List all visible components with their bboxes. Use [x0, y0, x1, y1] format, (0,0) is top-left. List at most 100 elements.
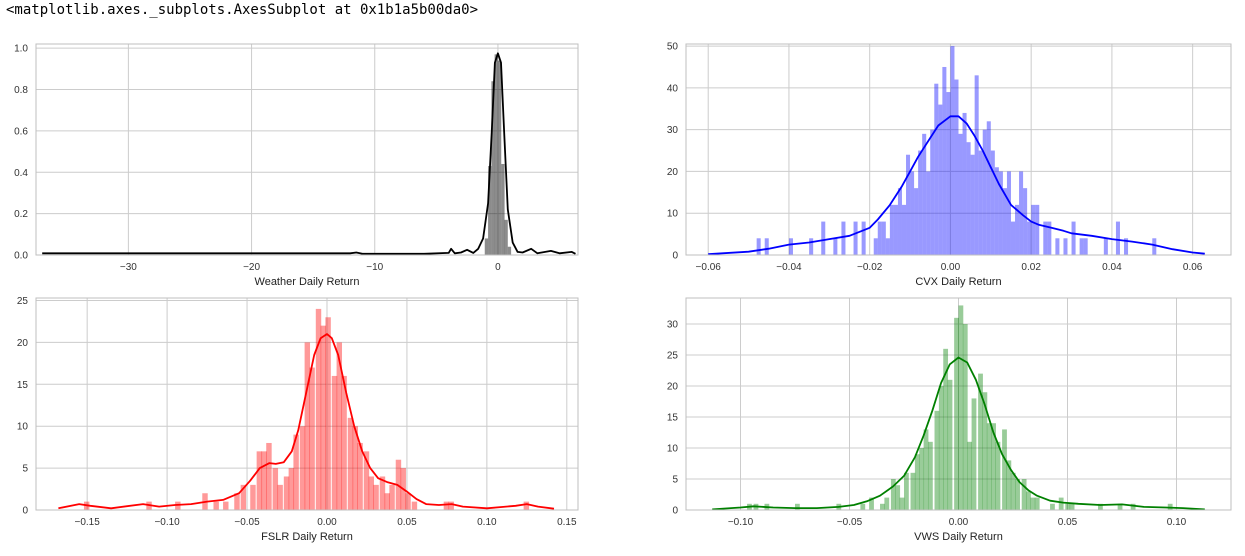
histogram-bar — [389, 484, 395, 510]
kde-line — [708, 115, 1205, 256]
histogram-bar — [918, 150, 923, 255]
y-tick-label: 30 — [667, 320, 679, 331]
x-tick-label: 0.02 — [1021, 262, 1041, 273]
x-tick-label: 0.05 — [1058, 517, 1078, 528]
histogram-bar — [893, 204, 898, 255]
histogram-bar — [861, 221, 866, 255]
histogram-bar — [1043, 221, 1048, 255]
y-tick-label: 0.2 — [14, 209, 28, 220]
histogram-bar — [1103, 238, 1108, 255]
histogram-bar — [853, 221, 858, 255]
histogram-bar — [304, 342, 311, 510]
histogram-bar — [901, 204, 907, 255]
y-tick-label: 10 — [667, 444, 679, 455]
histogram-bar — [250, 484, 256, 510]
histogram-bar — [213, 501, 219, 510]
cvx-returns-subplot: −0.06 −0.04 −0.02 0.00 0.02 0.04 0.06 0 10 20 30 40… — [667, 42, 1232, 288]
histogram-bar — [841, 221, 846, 255]
histogram-bar — [930, 129, 935, 255]
x-axis-label: Weather Daily Return — [255, 276, 360, 288]
histogram-bar — [1098, 503, 1103, 510]
histogram-bar — [1027, 221, 1032, 255]
x-tick-label: −0.02 — [857, 262, 883, 273]
histogram-bar — [336, 342, 343, 510]
histogram-bar — [934, 83, 939, 255]
histogram-bar — [320, 325, 327, 510]
histogram-bar — [288, 468, 295, 510]
x-tick-label: 0.00 — [949, 517, 969, 528]
histogram-bar — [1124, 238, 1129, 255]
histogram-bar — [1031, 204, 1036, 255]
histogram-bar — [1015, 479, 1020, 510]
x-tick-label: −0.10 — [728, 517, 754, 528]
histogram-bar — [1026, 491, 1031, 510]
kde-line — [712, 356, 1205, 511]
y-tick-label: 0 — [22, 506, 28, 517]
y-tick-label: 15 — [17, 380, 29, 391]
histogram-bar — [821, 221, 826, 255]
histogram-bar — [1065, 503, 1071, 510]
y-tick-label: 0.8 — [14, 85, 28, 96]
kde-line — [58, 333, 555, 510]
y-tick-label: 25 — [17, 296, 29, 307]
histogram-bar — [484, 238, 489, 255]
histogram-bar — [986, 121, 991, 255]
histogram-bar — [1023, 188, 1028, 255]
histogram-bar — [895, 485, 901, 510]
histogram-bar — [756, 238, 761, 255]
plot-area — [686, 44, 1231, 255]
histogram-bar — [523, 501, 530, 510]
histogram-bar — [1117, 503, 1123, 510]
y-tick-label: 50 — [667, 42, 679, 53]
y-tick-label: 0.6 — [14, 126, 28, 137]
histogram-bar — [904, 472, 909, 510]
histogram-bar — [491, 81, 495, 255]
histogram-bar — [504, 219, 508, 255]
histogram-bar — [788, 238, 793, 255]
histogram-bar — [926, 171, 931, 255]
histogram-bar — [234, 493, 240, 510]
histogram-bar — [1030, 497, 1036, 510]
y-tick-label: 0 — [672, 506, 678, 517]
histogram-bar — [998, 171, 1003, 255]
histogram-bar — [331, 375, 338, 510]
histogram-bar — [1015, 204, 1020, 255]
y-tick-label: 20 — [667, 167, 679, 178]
histogram-bar — [223, 501, 229, 510]
histogram-bar — [405, 493, 411, 510]
histogram-bar — [809, 238, 814, 255]
histogram-bar — [764, 238, 769, 255]
histogram-bar — [967, 441, 973, 510]
y-tick-label: 0.4 — [14, 168, 28, 179]
histogram-bar — [982, 129, 987, 255]
y-tick-label: 5 — [22, 464, 28, 475]
histogram-bar — [982, 392, 988, 510]
x-tick-label: 0.05 — [397, 517, 417, 528]
x-tick-label: 0.04 — [1102, 262, 1122, 273]
histogram-bar — [943, 348, 949, 510]
x-axis-label: CVX Daily Return — [915, 276, 1001, 288]
x-tick-label: −0.05 — [837, 517, 863, 528]
histogram-bar — [261, 451, 267, 510]
histogram-bar — [266, 442, 272, 510]
y-tick-label: 20 — [17, 338, 29, 349]
histogram-bar — [833, 238, 838, 255]
histogram-bar — [1021, 479, 1027, 510]
y-tick-label: 10 — [17, 422, 29, 433]
y-tick-label: 0 — [672, 251, 678, 262]
x-tick-label: −0.04 — [776, 262, 802, 273]
histogram-bar — [978, 373, 983, 510]
plot-frame — [35, 297, 579, 511]
histogram-bar — [448, 501, 454, 510]
histogram-bar — [927, 441, 933, 510]
y-tick-label: 1.0 — [14, 44, 28, 55]
plot-frame — [685, 297, 1232, 511]
histogram-bar — [488, 166, 492, 255]
histogram-bar — [974, 75, 979, 255]
histogram-bar — [1006, 460, 1012, 510]
histogram-bar — [919, 448, 925, 510]
histogram-bar — [962, 112, 967, 255]
histogram-bar — [1071, 221, 1076, 255]
histogram-bar — [325, 317, 331, 510]
histogram-bar — [175, 501, 181, 510]
